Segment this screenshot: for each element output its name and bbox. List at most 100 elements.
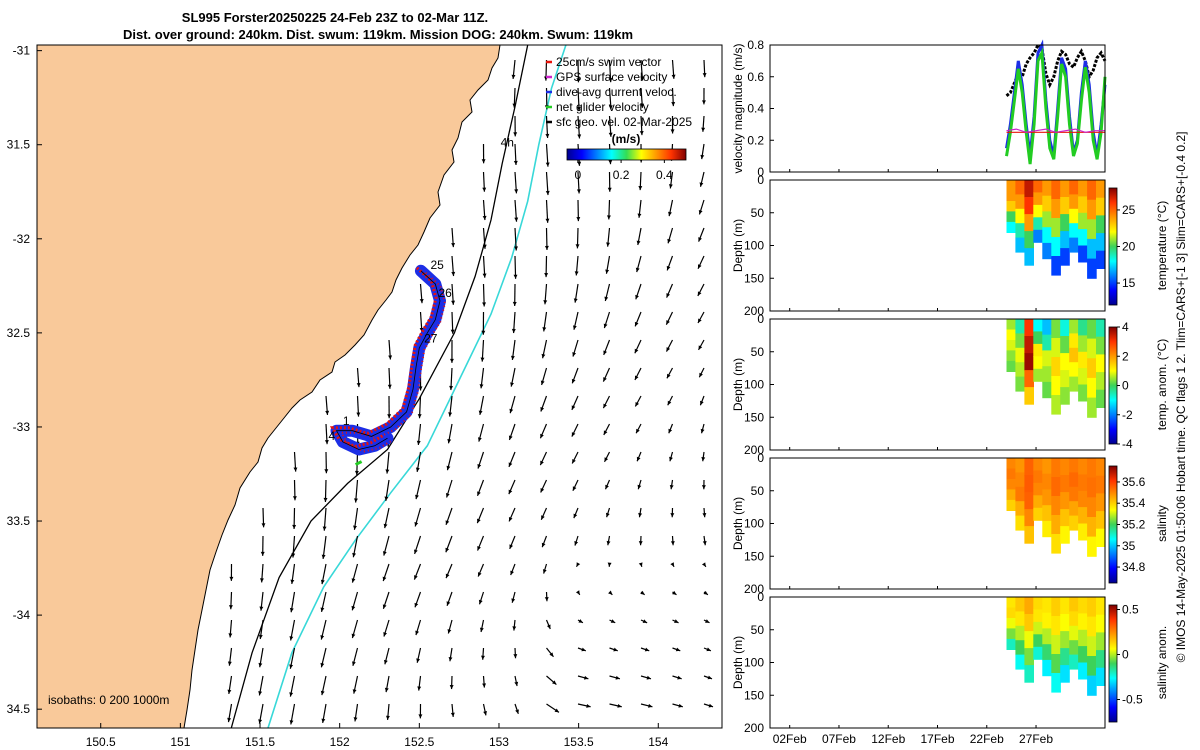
- heatmap-cell: [1015, 611, 1025, 627]
- heatmap-cell: [1042, 180, 1052, 197]
- velocity-arrow: [638, 535, 643, 546]
- velocity-arrow: [574, 535, 579, 546]
- heatmap-cell: [1069, 180, 1079, 195]
- velocity-arrow: [508, 479, 516, 495]
- velocity-arrow: [634, 395, 642, 407]
- heatmap-cell: [1087, 238, 1097, 260]
- heatmap-cell: [1024, 231, 1034, 249]
- velocity-arrow: [322, 507, 327, 531]
- heatmap-cell: [1051, 199, 1061, 219]
- y-tick-label: 0: [757, 451, 764, 465]
- velocity-arrow: [447, 619, 453, 634]
- heatmap-cell: [1087, 477, 1097, 498]
- velocity-arrow: [383, 507, 390, 529]
- heatmap-cell: [1096, 667, 1106, 686]
- y-tick-label: 50: [751, 206, 765, 220]
- heatmap-cell: [1033, 495, 1043, 509]
- heatmap-cell: [1078, 229, 1088, 247]
- velocity-arrow: [514, 171, 519, 194]
- velocity-arrow: [703, 675, 713, 680]
- heatmap-cell: [1060, 214, 1070, 232]
- heatmap-cell: [1006, 221, 1017, 233]
- y-tick-label: 0: [757, 590, 764, 604]
- heatmap-cell: [1033, 646, 1043, 660]
- heatmap-cell: [1087, 258, 1097, 279]
- velocity-arrow: [545, 199, 550, 223]
- velocity-arrow: [478, 591, 485, 605]
- heatmap-cell: [1087, 636, 1097, 657]
- heatmap-cell: [1033, 507, 1043, 521]
- colorbar-tick-label: 15: [1122, 276, 1136, 290]
- y-tick-label: 100: [744, 239, 764, 253]
- velocity-arrow: [291, 535, 296, 558]
- heatmap-cell: [1087, 338, 1097, 359]
- velocity-arrow: [701, 115, 706, 132]
- velocity-arrow: [671, 87, 676, 107]
- velocity-arrow: [634, 339, 642, 354]
- colorbar-tick-label: 35: [1122, 539, 1136, 553]
- velocity-arrow: [419, 283, 424, 304]
- velocity-arrow: [670, 535, 675, 546]
- colorbar-tick-label: 0: [1122, 379, 1129, 393]
- velocity-arrow: [540, 367, 548, 386]
- heatmap-cell: [1006, 607, 1017, 619]
- heatmap-cell: [1060, 665, 1070, 683]
- velocity-arrow: [669, 451, 674, 462]
- heatmap-cell: [1060, 197, 1070, 215]
- y-tick-label: 0.8: [747, 38, 764, 52]
- map-colorbar: (m/s) 0 0.2 0.4: [566, 132, 687, 182]
- velocity-arrow: [666, 283, 674, 298]
- velocity-arrow: [482, 283, 487, 307]
- velocity-arrow: [577, 703, 591, 708]
- velocity-arrow: [603, 451, 611, 463]
- heatmap-cell: [1006, 350, 1017, 362]
- heatmap-cell: [1015, 472, 1025, 488]
- map-x-tick-label: 152.5: [404, 735, 434, 749]
- velocity-arrow: [385, 703, 390, 720]
- velocity-arrow: [512, 87, 517, 108]
- map-x-ticks: 150.5 151 151.5 152 152.5 153 153.5 154: [86, 723, 669, 749]
- isobath-1000m: [267, 45, 567, 728]
- heatmap-cell: [1096, 233, 1106, 252]
- velocity-arrow: [476, 479, 485, 497]
- heatmap-cell: [1069, 208, 1079, 224]
- velocity-arrow: [573, 507, 579, 519]
- figure-title-line1: SL995 Forster20250225 24-Feb 23Z to 02-M…: [182, 10, 488, 25]
- velocity-arrow: [638, 171, 643, 191]
- heatmap-cell: [1015, 376, 1025, 392]
- colorbar-label: salinity anom.: [1155, 626, 1169, 699]
- velocity-arrow: [229, 563, 234, 581]
- heatmap-cell: [1096, 336, 1106, 355]
- velocity-arrow: [323, 479, 328, 503]
- velocity-arrow: [545, 115, 550, 139]
- heatmap-cell: [1015, 458, 1025, 473]
- velocity-arrow: [638, 562, 643, 567]
- velocity-arrow: [668, 423, 674, 434]
- map-x-tick-label: 151: [170, 735, 190, 749]
- heatmap-cell: [1069, 501, 1079, 517]
- heatmap-cell: [1042, 628, 1052, 645]
- velocity-arrow: [606, 535, 611, 546]
- heatmap-cell: [1096, 215, 1106, 234]
- velocity-arrow: [482, 675, 487, 688]
- y-axis-label: Depth (m): [731, 636, 745, 689]
- heatmap-cell: [1060, 631, 1070, 649]
- heatmap-cell: [1024, 214, 1034, 232]
- velocity-arrow: [574, 255, 579, 276]
- velocity-arrow: [576, 59, 581, 83]
- heatmap-cell: [1033, 331, 1043, 345]
- velocity-arrow: [571, 367, 579, 384]
- velocity-arrow: [635, 423, 642, 434]
- heatmap-cell: [1096, 632, 1106, 651]
- heatmap-cell: [1060, 526, 1070, 544]
- heatmap-cell: [1069, 194, 1079, 210]
- time-tick-label: 22Feb: [970, 732, 1004, 746]
- velocity-arrow: [697, 255, 705, 269]
- heatmap-cell: [1078, 245, 1088, 263]
- heatmap-cell: [1024, 387, 1034, 405]
- velocity-arrow: [608, 115, 613, 137]
- heatmap-cell: [1078, 368, 1088, 386]
- velocity-arrow: [258, 619, 264, 640]
- velocity-arrow: [670, 507, 675, 518]
